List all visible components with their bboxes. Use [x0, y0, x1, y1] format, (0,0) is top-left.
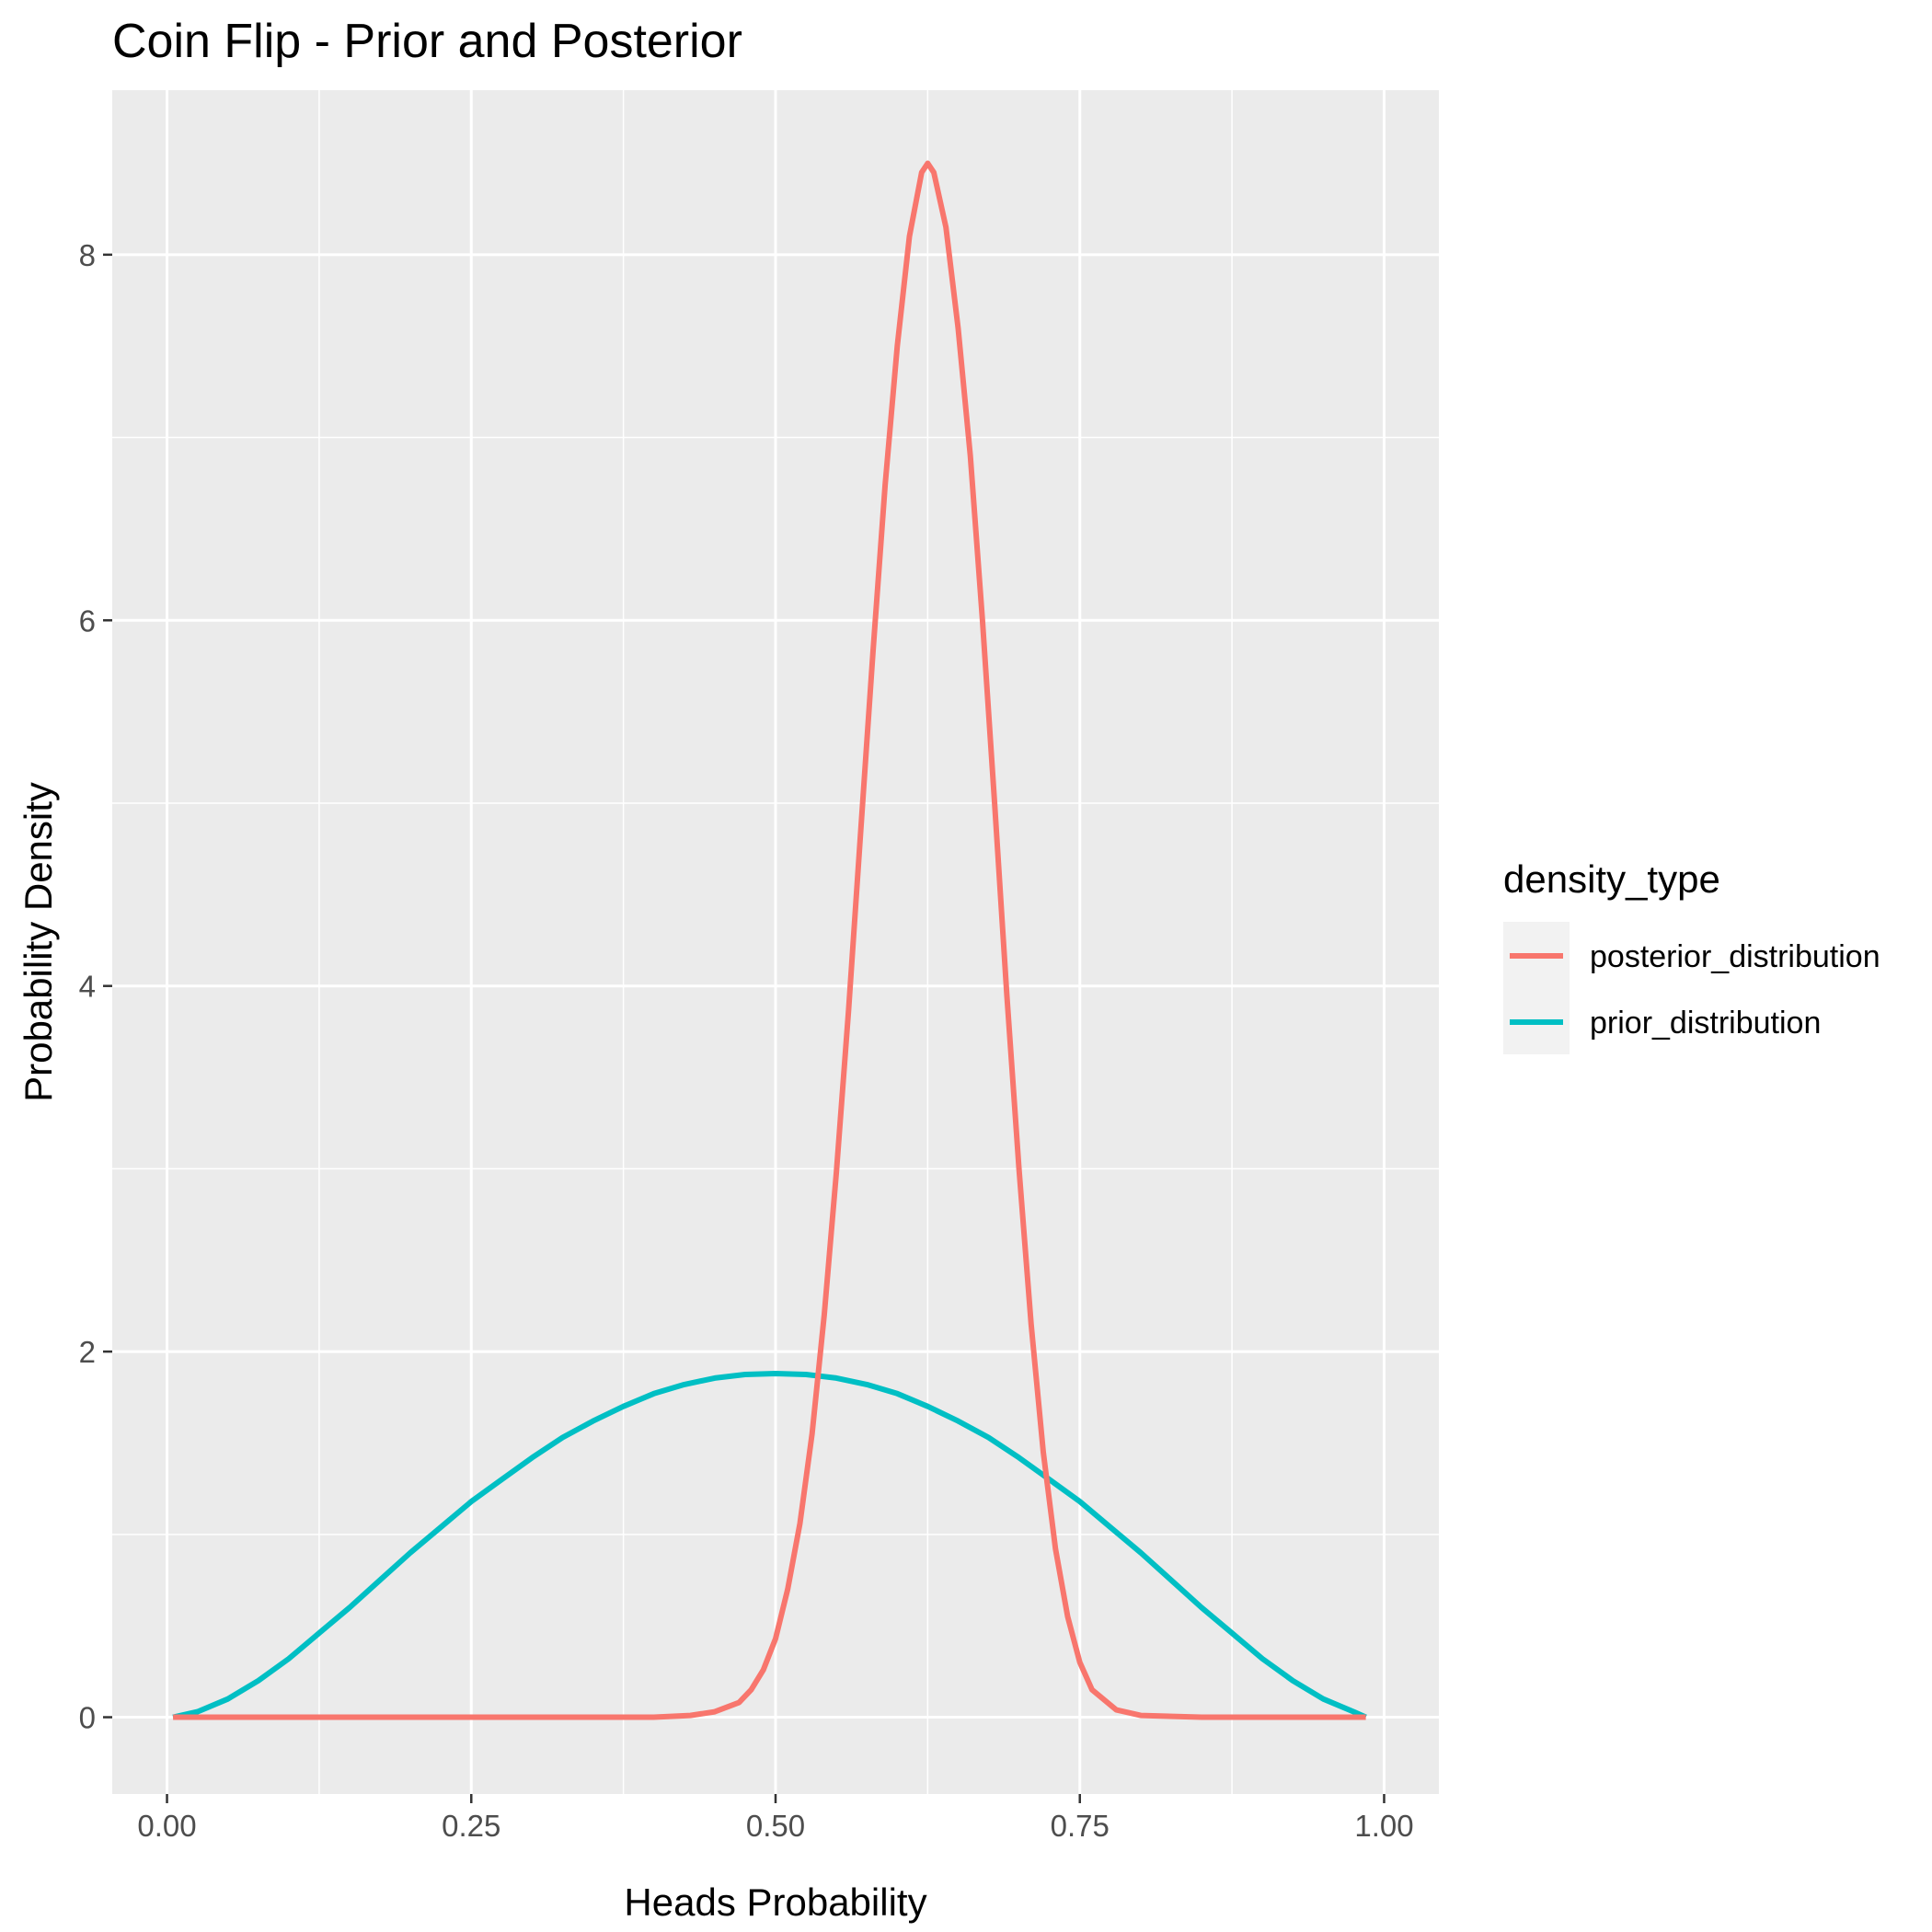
legend-key-background	[1503, 922, 1570, 1054]
series-line-posterior-distribution	[173, 160, 1366, 1720]
chart-title: Coin Flip - Prior and Posterior	[112, 15, 742, 68]
x-tick-label: 1.00	[1354, 1809, 1413, 1843]
y-tick-label: 8	[79, 238, 96, 272]
axis-ticks	[103, 253, 1386, 1803]
x-tick-label: 0.50	[746, 1809, 805, 1843]
x-tick-label: 0.25	[442, 1809, 500, 1843]
legend: density_type posterior_distribution prio…	[1503, 857, 1880, 1054]
series-layer	[172, 160, 1367, 1720]
tick-labels: 0.00 0.25 0.50 0.75 1.00 0 2 4 6 8	[79, 238, 1414, 1843]
x-axis-title: Heads Probability	[624, 1880, 926, 1924]
legend-label-posterior: posterior_distribution	[1590, 939, 1880, 974]
series-line-prior-distribution	[172, 1371, 1367, 1720]
major-gridlines	[112, 90, 1439, 1794]
y-axis-title: Probability Density	[17, 782, 60, 1102]
legend-title: density_type	[1503, 857, 1720, 901]
legend-label-prior: prior_distribution	[1590, 1006, 1821, 1041]
y-tick-label: 0	[79, 1701, 96, 1735]
y-tick-label: 4	[79, 970, 96, 1004]
y-tick-label: 2	[79, 1335, 96, 1369]
x-tick-label: 0.00	[137, 1809, 196, 1843]
x-tick-label: 0.75	[1051, 1809, 1110, 1843]
y-tick-label: 6	[79, 604, 96, 638]
